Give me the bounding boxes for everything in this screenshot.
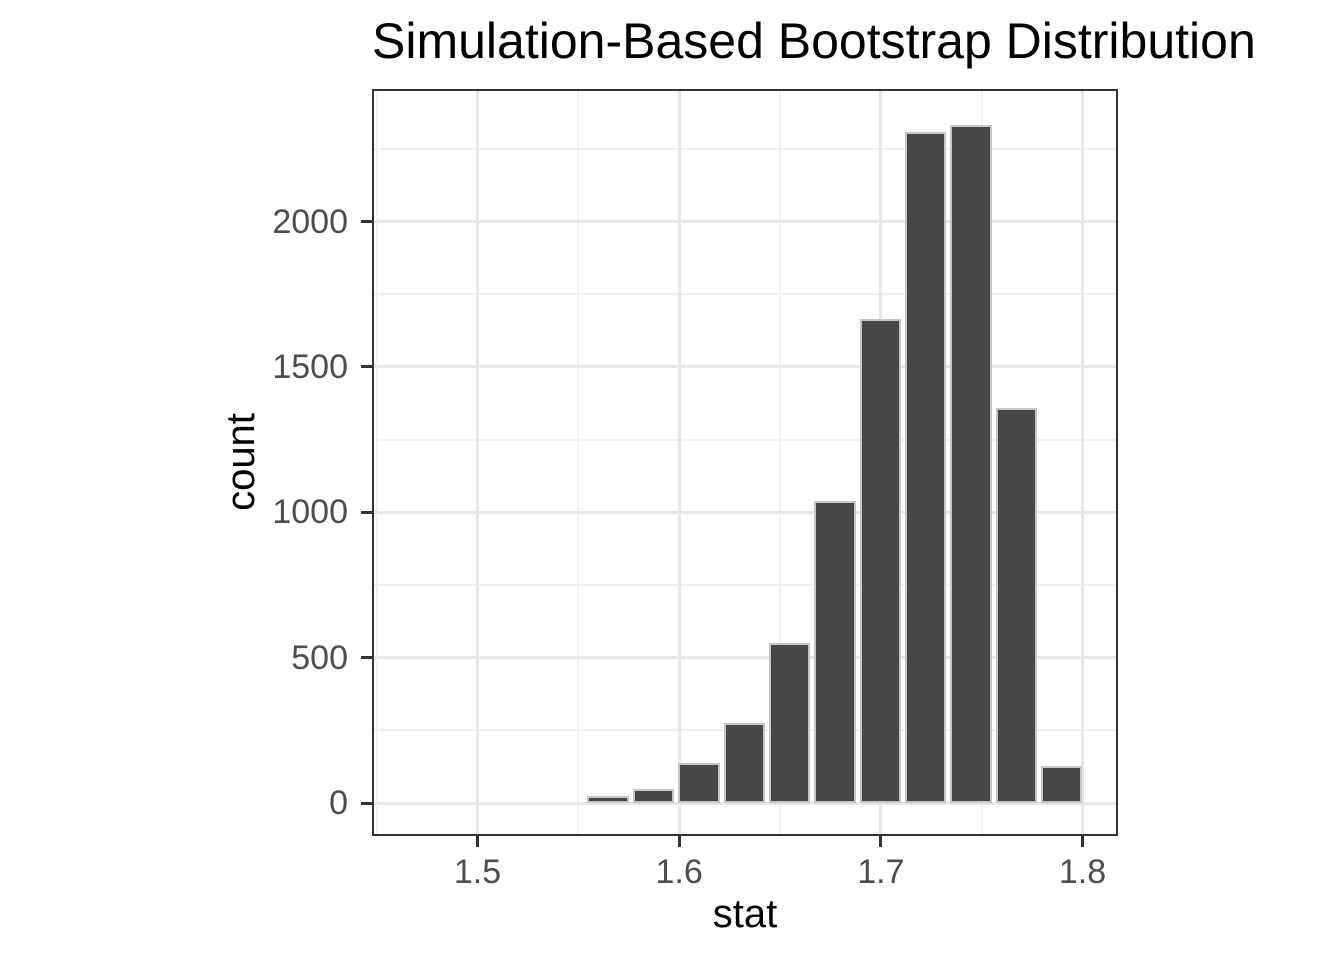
x-tick-mark [879,836,883,847]
histogram-bar [723,723,765,804]
x-axis-title: stat [712,892,778,936]
gridline-minor-horizontal [372,584,1118,587]
y-tick-mark [361,656,372,660]
y-tick-mark [361,365,372,369]
gridline-major-horizontal [372,220,1118,224]
x-tick-mark [475,836,479,847]
y-tick-mark [361,510,372,514]
histogram-bar [632,789,675,804]
y-tick-mark [361,220,372,224]
y-tick-label: 1000 [272,493,348,532]
x-tick-mark [1081,836,1084,847]
gridline-minor-vertical [577,89,580,836]
plot-panel [372,89,1118,836]
histogram-bar [814,500,856,804]
gridline-minor-horizontal [372,147,1118,150]
x-tick-label: 1.8 [1058,853,1107,891]
gridline-major-horizontal [372,656,1118,660]
gridline-major-vertical [1081,89,1084,836]
gridline-major-horizontal [372,365,1118,369]
histogram-bar [768,642,811,804]
y-tick-label: 1500 [272,347,348,386]
plot-title: Simulation-Based Bootstrap Distribution [372,13,1256,69]
histogram-bar [904,132,947,804]
gridline-minor-vertical [778,89,781,836]
x-tick-label: 1.5 [453,853,502,891]
y-tick-label: 2000 [272,202,348,241]
histogram-bar [995,408,1038,804]
gridline-minor-horizontal [372,293,1118,296]
y-tick-mark [361,801,372,805]
gridline-major-vertical [475,89,479,836]
histogram-bar [1041,765,1083,804]
x-tick-mark [677,836,681,847]
histogram-bar [678,763,720,804]
y-tick-label: 500 [291,638,348,677]
gridline-minor-vertical [375,89,378,836]
histogram-bar [587,795,629,804]
histogram-bar [950,125,992,804]
histogram-bar [859,319,901,804]
x-tick-label: 1.7 [857,853,905,891]
x-tick-label: 1.6 [655,853,703,891]
gridline-major-vertical [677,89,681,836]
gridline-minor-horizontal [372,438,1118,441]
gridline-major-horizontal [372,801,1118,805]
y-axis-title: count [219,413,263,511]
y-tick-label: 0 [329,784,348,823]
gridline-major-horizontal [372,510,1118,514]
